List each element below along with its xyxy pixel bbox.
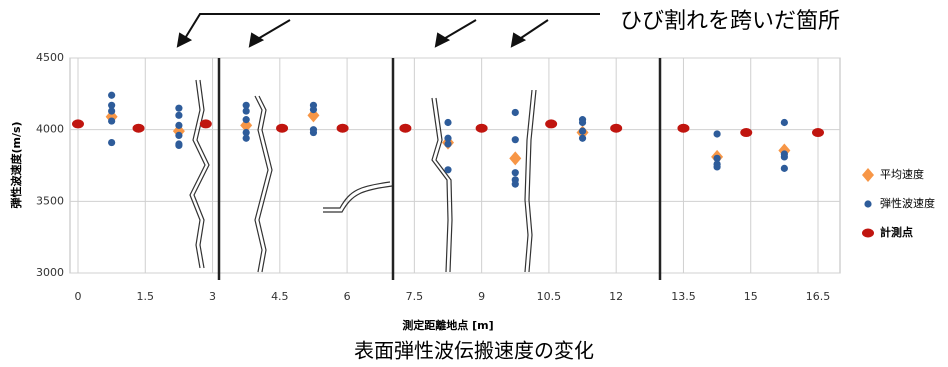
x-tick-label: 10.5 [537, 290, 562, 303]
point [781, 153, 788, 160]
point [337, 124, 349, 133]
x-tick-label: 6 [344, 290, 351, 303]
plot-area [70, 58, 840, 273]
x-tick-label: 16.5 [806, 290, 831, 303]
point [610, 124, 622, 133]
point [476, 124, 488, 133]
caption: 表面弾性波伝搬速度の変化 [354, 339, 594, 363]
point [310, 129, 317, 136]
x-tick-label: 7.5 [406, 290, 424, 303]
x-tick-label: 1.5 [137, 290, 155, 303]
point [812, 128, 824, 137]
point [862, 229, 874, 238]
point [108, 117, 115, 124]
point [713, 130, 720, 137]
point [545, 119, 557, 128]
point [175, 132, 182, 139]
point [175, 105, 182, 112]
y-tick-label: 4000 [36, 123, 64, 136]
x-axis-label: 測定距離地点 [m] [402, 318, 493, 332]
point [713, 163, 720, 170]
point [399, 124, 411, 133]
x-tick-label: 9 [478, 290, 485, 303]
point [108, 139, 115, 146]
point [175, 142, 182, 149]
point [108, 92, 115, 99]
point [72, 119, 84, 128]
point [512, 109, 519, 116]
point [864, 200, 871, 207]
chart: ひび割れを跨いだ箇所 表面弾性波伝搬速度の変化 測定距離地点 [m] 弾性波速度… [0, 0, 948, 367]
x-tick-label: 15 [744, 290, 758, 303]
x-tick-label: 13.5 [671, 290, 696, 303]
point [579, 128, 586, 135]
point [175, 122, 182, 129]
x-tick-label: 3 [209, 290, 216, 303]
x-tick-label: 0 [75, 290, 82, 303]
x-tick-label: 4.5 [271, 290, 289, 303]
point [243, 107, 250, 114]
y-tick-label: 3500 [36, 194, 64, 207]
point [512, 181, 519, 188]
point [175, 112, 182, 119]
point [579, 119, 586, 126]
point [740, 128, 752, 137]
legend-label: 平均速度 [880, 167, 924, 181]
point [512, 169, 519, 176]
point [781, 119, 788, 126]
legend-label: 弾性波速度 [880, 196, 935, 210]
point [243, 135, 250, 142]
y-tick-label: 3000 [36, 266, 64, 279]
x-tick-label: 12 [609, 290, 623, 303]
point [444, 166, 451, 173]
y-axis-label: 弾性波速度(m/s) [9, 121, 23, 208]
point [133, 124, 145, 133]
point [444, 140, 451, 147]
legend-label: 計測点 [880, 225, 913, 239]
point [243, 116, 250, 123]
y-tick-label: 4500 [36, 51, 64, 64]
annotation-arrows [178, 14, 600, 46]
point [512, 136, 519, 143]
point [579, 135, 586, 142]
point [310, 106, 317, 113]
point [444, 119, 451, 126]
point [781, 165, 788, 172]
point [276, 124, 288, 133]
point [677, 124, 689, 133]
annotation: ひび割れを跨いだ箇所 [620, 9, 840, 34]
point [108, 107, 115, 114]
point [862, 168, 874, 182]
point [200, 119, 212, 128]
